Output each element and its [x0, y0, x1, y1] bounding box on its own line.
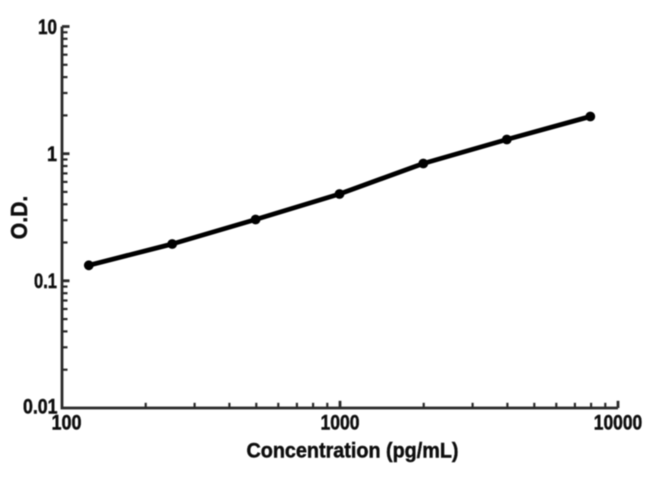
svg-text:1000: 1000 — [321, 412, 360, 435]
svg-text:Concentration (pg/mL): Concentration (pg/mL) — [247, 439, 459, 463]
svg-text:0.01: 0.01 — [23, 395, 58, 418]
svg-text:10000: 10000 — [594, 412, 643, 435]
svg-text:O.D.: O.D. — [6, 196, 32, 240]
svg-text:1: 1 — [47, 143, 57, 166]
svg-text:0.1: 0.1 — [34, 270, 57, 293]
svg-text:10: 10 — [38, 16, 57, 39]
svg-text:100: 100 — [52, 412, 82, 435]
